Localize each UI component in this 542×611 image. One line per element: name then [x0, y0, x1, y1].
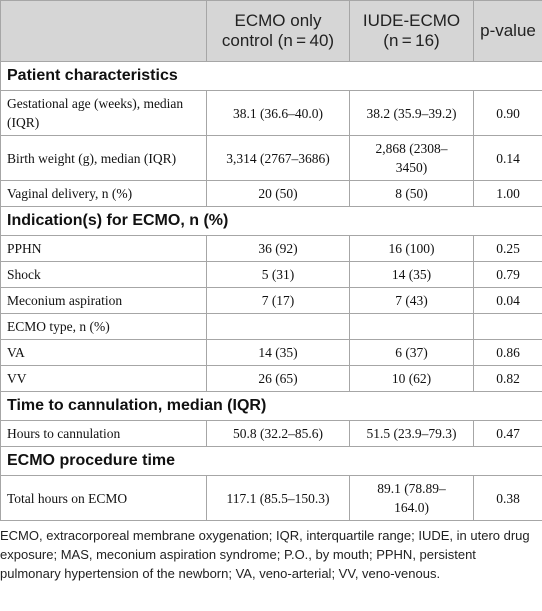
label-cell: VA [0, 339, 207, 366]
value-cell: 7 (17) [206, 287, 350, 314]
label-cell: Hours to cannulation [0, 420, 207, 447]
value-cell: 0.86 [473, 339, 542, 366]
value-cell: 16 (100) [349, 235, 474, 262]
label-cell: PPHN [0, 235, 207, 262]
value-cell: 0.79 [473, 261, 542, 288]
section-row: Patient characteristics [0, 61, 542, 91]
table-row: ECMO type, n (%) [0, 313, 542, 340]
value-cell [473, 313, 542, 340]
table-row: PPHN 36 (92) 16 (100) 0.25 [0, 235, 542, 262]
footnote: ECMO, extracorporeal membrane oxygenatio… [0, 528, 530, 581]
value-cell [206, 313, 350, 340]
section-row: Indication(s) for ECMO, n (%) [0, 206, 542, 236]
table-row: Birth weight (g), median (IQR) 3,314 (276… [0, 135, 542, 181]
label-cell: Vaginal delivery, n (%) [0, 180, 207, 207]
section-title: Time to cannulation, median (IQR) [0, 391, 542, 421]
table-row: Hours to cannulation 50.8 (32.2–85.6) 51.5… [0, 420, 542, 447]
value-cell: 7 (43) [349, 287, 474, 314]
label-cell: Meconium aspiration [0, 287, 207, 314]
value-cell: 3,314 (2767–3686) [206, 135, 350, 181]
section-title: Indication(s) for ECMO, n (%) [0, 206, 542, 236]
section-title: Patient characteristics [0, 61, 542, 91]
value-cell: 0.04 [473, 287, 542, 314]
value-cell: 117.1 (85.5–150.3) [206, 475, 350, 521]
table-row: Shock 5 (31) 14 (35) 0.79 [0, 261, 542, 288]
value-cell: 50.8 (32.2–85.6) [206, 420, 350, 447]
value-cell: 38.2 (35.9–39.2) [349, 90, 474, 136]
value-cell: 38.1 (36.6–40.0) [206, 90, 350, 136]
label-cell: Total hours on ECMO [0, 475, 207, 521]
section-row: ECMO procedure time [0, 446, 542, 476]
label-cell: ECMO type, n (%) [0, 313, 207, 340]
table-row: VV 26 (65) 10 (62) 0.82 [0, 365, 542, 392]
value-cell: 36 (92) [206, 235, 350, 262]
value-cell: 1.00 [473, 180, 542, 207]
table-row: Meconium aspiration 7 (17) 7 (43) 0.04 [0, 287, 542, 314]
label-cell: Shock [0, 261, 207, 288]
table-row: Gestational age (weeks), median (IQR) 38.… [0, 90, 542, 136]
value-cell: 89.1 (78.89–164.0) [349, 475, 474, 521]
value-cell: 0.14 [473, 135, 542, 181]
value-cell: 0.90 [473, 90, 542, 136]
label-cell: VV [0, 365, 207, 392]
table-row: VA 14 (35) 6 (37) 0.86 [0, 339, 542, 366]
value-cell: 5 (31) [206, 261, 350, 288]
section-row: Time to cannulation, median (IQR) [0, 391, 542, 421]
value-cell: 51.5 (23.9–79.3) [349, 420, 474, 447]
header-row: ECMO only control (n = 40) IUDE-ECMO (n =… [0, 0, 542, 62]
table-body: Patient characteristics Gestational age (… [0, 61, 542, 521]
value-cell: 0.25 [473, 235, 542, 262]
value-cell: 26 (65) [206, 365, 350, 392]
section-title: ECMO procedure time [0, 446, 542, 476]
header-cell [0, 0, 207, 62]
value-cell: 0.82 [473, 365, 542, 392]
header-cell: p-value [473, 0, 542, 62]
value-cell: 14 (35) [206, 339, 350, 366]
value-cell: 14 (35) [349, 261, 474, 288]
value-cell: 2,868 (2308–3450) [349, 135, 474, 181]
value-cell: 20 (50) [206, 180, 350, 207]
header-cell: ECMO only control (n = 40) [206, 0, 350, 62]
table-row: Total hours on ECMO 117.1 (85.5–150.3) 89.… [0, 475, 542, 521]
value-cell: 0.38 [473, 475, 542, 521]
table-row: Vaginal delivery, n (%) 20 (50) 8 (50) 1.00 [0, 180, 542, 207]
value-cell: 0.47 [473, 420, 542, 447]
data-table: ECMO only control (n = 40) IUDE-ECMO (n =… [0, 0, 542, 521]
value-cell [349, 313, 474, 340]
label-cell: Gestational age (weeks), median (IQR) [0, 90, 207, 136]
value-cell: 10 (62) [349, 365, 474, 392]
value-cell: 6 (37) [349, 339, 474, 366]
label-cell: Birth weight (g), median (IQR) [0, 135, 207, 181]
value-cell: 8 (50) [349, 180, 474, 207]
header-cell: IUDE-ECMO (n = 16) [349, 0, 474, 62]
